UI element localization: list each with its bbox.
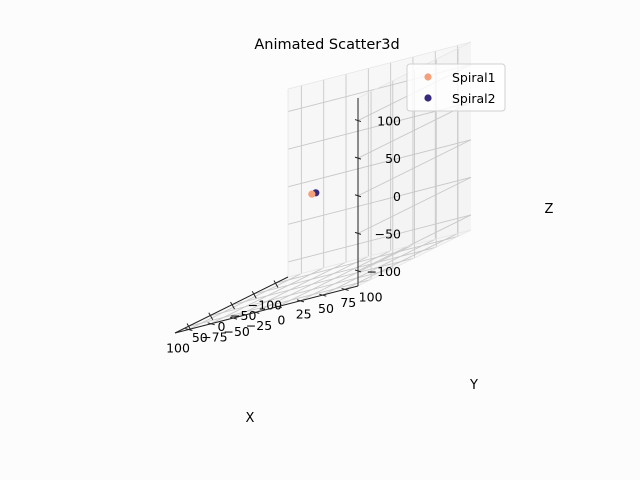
gridline-y-floor [188,273,302,330]
pane-edge [287,229,472,278]
x-tick [273,280,279,288]
y-tick [207,322,215,326]
y-tick [319,293,327,297]
z-tick [354,269,362,273]
data-points [308,189,320,198]
x-tick [251,290,257,299]
z-tick-label: 50 [385,151,401,166]
gridline-x-floor [253,246,437,295]
z-tick-label: −100 [367,264,401,279]
x-axis-label: X [246,411,255,426]
gridlines [187,45,472,330]
y-tick-label: 0 [277,312,285,327]
gridline-y-floor [322,238,436,296]
z-tick [354,194,362,198]
z-tick-label: 100 [377,114,401,129]
legend-label-spiral2: Spiral2 [452,91,496,106]
y-axis-label: Y [469,378,478,393]
gridline-z-back [357,214,472,272]
gridline-y-floor [344,233,458,290]
legend-frame [406,63,506,112]
x-tick-label: 0 [218,319,226,334]
gridline-z-back [357,176,472,234]
gridline-y-floor [277,250,391,308]
y-tick [341,287,349,291]
legend-marker-spiral1 [424,73,432,81]
y-axis: −75−50−25 0 25 50 75 100 [174,285,383,345]
y-tick [296,299,305,303]
x-axis-line [174,276,289,334]
y-tick-label: 50 [318,301,334,316]
y-tick-label: −25 [246,318,272,333]
y-tick-label: −50 [224,324,250,339]
z-tick [354,119,362,123]
gridline-y-floor [210,267,324,325]
chart-title: Animated Scatter3d [254,37,399,53]
gridline-y-floor [299,244,414,302]
gridline-z-side [287,176,472,225]
gridline-x-floor [209,268,393,317]
y-tick [229,316,238,320]
gridline-y-floor [232,261,347,319]
pane-edge [287,41,472,90]
x-tick [208,312,214,321]
gridline-z-back [357,139,472,197]
z-tick [354,156,362,160]
y-tick-label: 25 [296,307,312,322]
pane-edge [357,229,472,287]
y-tick-label: −75 [201,330,227,345]
gridline-y-floor [255,255,369,313]
legend-marker-spiral2 [424,94,432,102]
y-tick-label: 100 [359,289,383,304]
y-tick [274,305,282,309]
y-tick [185,328,193,332]
gridline-x-floor [187,279,372,327]
x-tick-label: 100 [166,341,190,356]
legend-label-spiral1: Spiral1 [452,70,496,85]
data-point-spiral1 [308,190,316,198]
y-axis-line [174,285,359,334]
x-tick-label: 50 [192,330,208,345]
gridline-z-side [287,214,472,263]
y-tick-label: 75 [340,295,356,310]
x-tick [230,301,235,310]
gridline-z-side [287,139,472,188]
z-tick-label: −50 [375,226,401,241]
x-tick-label: −100 [248,297,282,312]
z-tick [354,231,362,235]
z-tick-label: 0 [393,189,401,204]
z-axis-label: Z [545,202,554,217]
gridline-x-floor [274,236,459,284]
z-axis: −100 −50 0 50 100 [354,98,401,286]
gridline-x-floor [231,257,415,306]
legend: Spiral1 Spiral2 [406,63,506,112]
y-tick [252,310,260,314]
